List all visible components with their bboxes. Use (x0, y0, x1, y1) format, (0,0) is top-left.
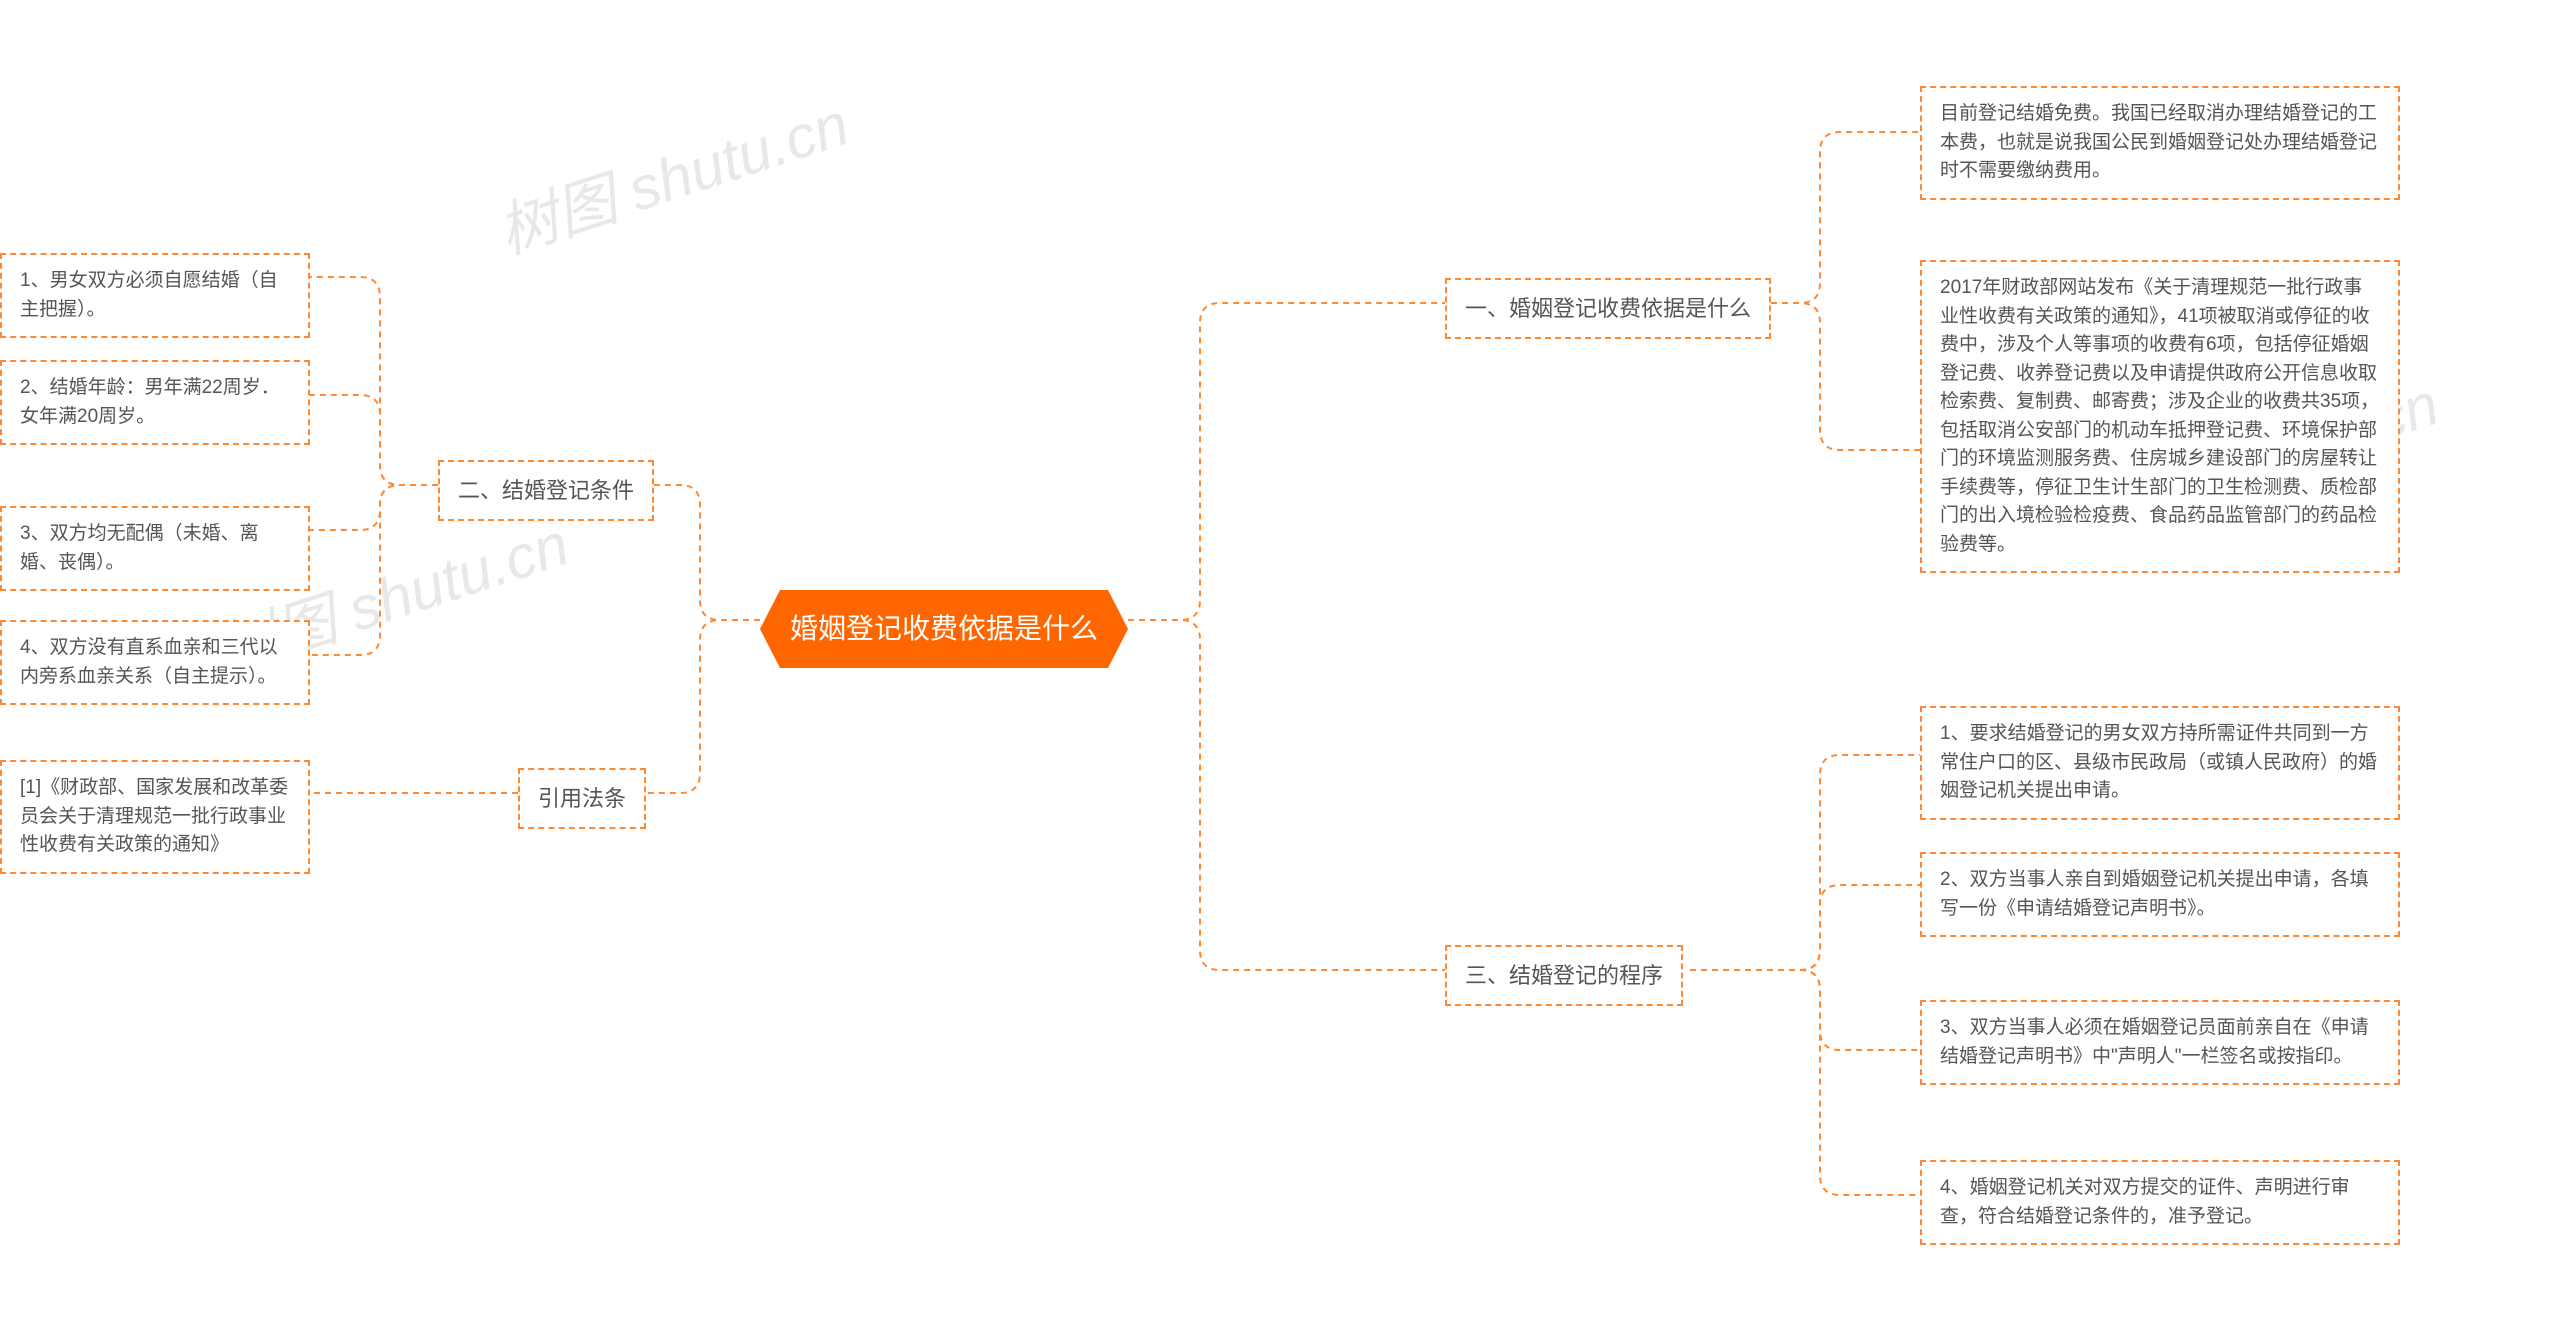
leaf-node-3-4: 4、双方没有直系血亲和三代以内旁系血亲关系（自主提示）。 (0, 620, 310, 705)
leaf-node-3-3: 3、双方均无配偶（未婚、离婚、丧偶）。 (0, 506, 310, 591)
leaf-node-2-1: 1、要求结婚登记的男女双方持所需证件共同到一方常住户口的区、县级市民政局（或镇人… (1920, 706, 2400, 820)
center-label: 婚姻登记收费依据是什么 (790, 613, 1098, 644)
branch-node-4: 引用法条 (518, 768, 646, 829)
leaf-2-4-label: 4、婚姻登记机关对双方提交的证件、声明进行审查，符合结婚登记条件的，准予登记。 (1940, 1177, 2350, 1227)
center-node: 婚姻登记收费依据是什么 (760, 590, 1128, 668)
branch-2-label: 三、结婚登记的程序 (1465, 963, 1663, 988)
leaf-2-1-label: 1、要求结婚登记的男女双方持所需证件共同到一方常住户口的区、县级市民政局（或镇人… (1940, 723, 2377, 801)
watermark: 树图 shutu.cn (485, 76, 858, 271)
leaf-3-4-label: 4、双方没有直系血亲和三代以内旁系血亲关系（自主提示）。 (20, 637, 278, 687)
leaf-node-2-2: 2、双方当事人亲自到婚姻登记机关提出申请，各填写一份《申请结婚登记声明书》。 (1920, 852, 2400, 937)
leaf-4-1-label: [1]《财政部、国家发展和改革委员会关于清理规范一批行政事业性收费有关政策的通知… (20, 777, 288, 855)
leaf-3-3-label: 3、双方均无配偶（未婚、离婚、丧偶）。 (20, 523, 259, 573)
branch-node-2: 三、结婚登记的程序 (1445, 945, 1683, 1006)
leaf-3-1-label: 1、男女双方必须自愿结婚（自主把握）。 (20, 270, 278, 320)
leaf-node-2-3: 3、双方当事人必须在婚姻登记员面前亲自在《申请结婚登记声明书》中"声明人"一栏签… (1920, 1000, 2400, 1085)
branch-3-label: 二、结婚登记条件 (458, 478, 634, 503)
leaf-node-2-4: 4、婚姻登记机关对双方提交的证件、声明进行审查，符合结婚登记条件的，准予登记。 (1920, 1160, 2400, 1245)
leaf-1-2-label: 2017年财政部网站发布《关于清理规范一批行政事业性收费有关政策的通知》，41项… (1940, 277, 2379, 555)
leaf-node-4-1: [1]《财政部、国家发展和改革委员会关于清理规范一批行政事业性收费有关政策的通知… (0, 760, 310, 874)
leaf-3-2-label: 2、结婚年龄：男年满22周岁．女年满20周岁。 (20, 377, 280, 427)
leaf-node-3-1: 1、男女双方必须自愿结婚（自主把握）。 (0, 253, 310, 338)
branch-node-1: 一、婚姻登记收费依据是什么 (1445, 278, 1771, 339)
branch-1-label: 一、婚姻登记收费依据是什么 (1465, 296, 1751, 321)
leaf-1-1-label: 目前登记结婚免费。我国已经取消办理结婚登记的工本费，也就是说我国公民到婚姻登记处… (1940, 103, 2377, 181)
leaf-node-1-1: 目前登记结婚免费。我国已经取消办理结婚登记的工本费，也就是说我国公民到婚姻登记处… (1920, 86, 2400, 200)
leaf-2-3-label: 3、双方当事人必须在婚姻登记员面前亲自在《申请结婚登记声明书》中"声明人"一栏签… (1940, 1017, 2369, 1067)
leaf-2-2-label: 2、双方当事人亲自到婚姻登记机关提出申请，各填写一份《申请结婚登记声明书》。 (1940, 869, 2369, 919)
branch-4-label: 引用法条 (538, 786, 626, 811)
branch-node-3: 二、结婚登记条件 (438, 460, 654, 521)
leaf-node-1-2: 2017年财政部网站发布《关于清理规范一批行政事业性收费有关政策的通知》，41项… (1920, 260, 2400, 573)
leaf-node-3-2: 2、结婚年龄：男年满22周岁．女年满20周岁。 (0, 360, 310, 445)
